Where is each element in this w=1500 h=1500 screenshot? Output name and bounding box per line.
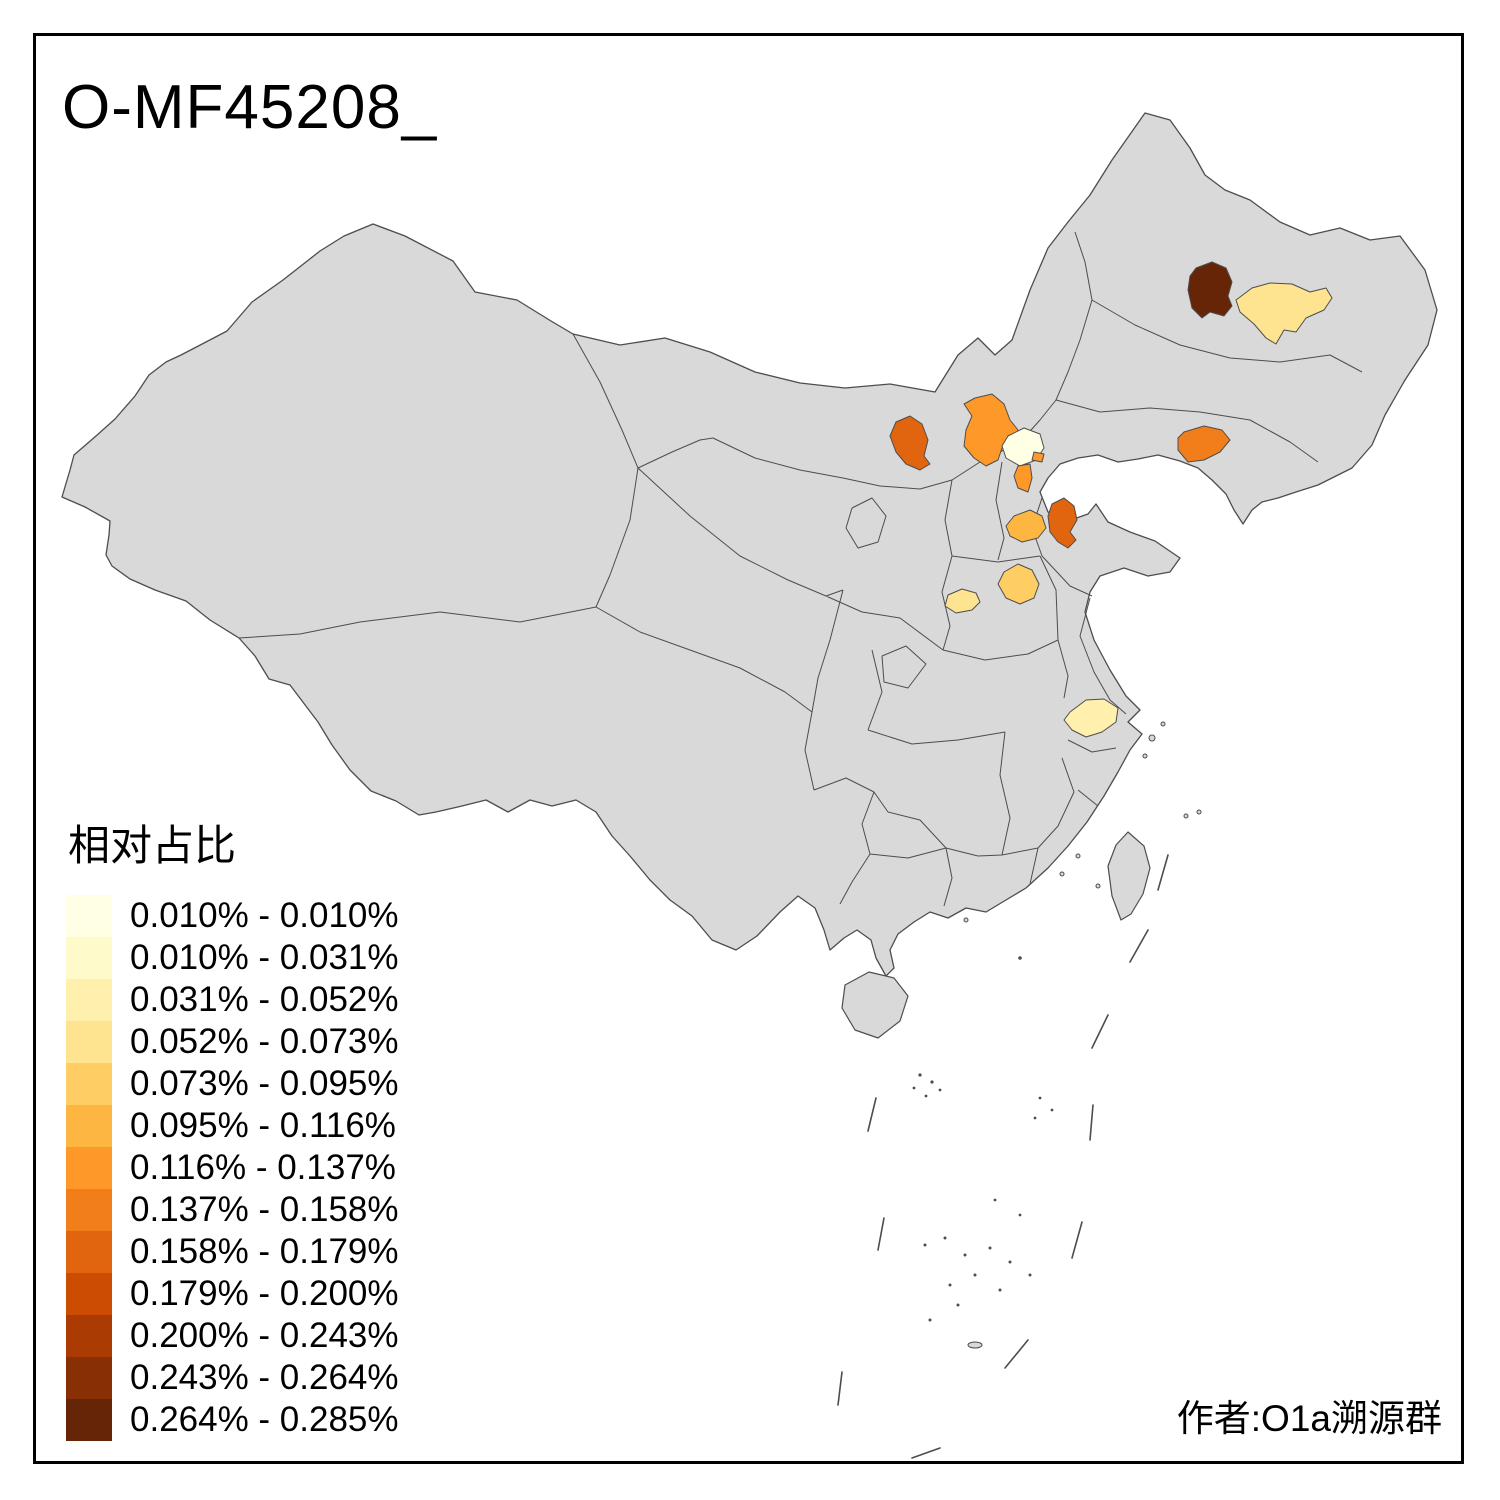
legend-label: 0.031% - 0.052% <box>130 980 399 1019</box>
legend-swatch <box>66 1315 112 1357</box>
region-henan-north <box>997 563 1040 605</box>
coastal-islets <box>963 721 1202 1349</box>
south-china-sea-islets <box>912 956 1054 1322</box>
region-shandong-west <box>1005 509 1047 543</box>
region-tianjin <box>1013 451 1045 493</box>
legend-label: 0.073% - 0.095% <box>130 1064 399 1103</box>
region-shandong-central <box>1047 497 1078 549</box>
legend-swatch <box>66 1021 112 1063</box>
legend-item: 0.116% - 0.137% <box>66 1147 399 1189</box>
province-borders <box>238 231 1363 907</box>
legend-swatch <box>66 1147 112 1189</box>
hainan-island <box>841 971 909 1039</box>
region-heilongjiang-west <box>1187 261 1233 319</box>
legend-label: 0.179% - 0.200% <box>130 1274 399 1313</box>
nine-dash-line <box>837 854 1169 1459</box>
legend-label: 0.137% - 0.158% <box>130 1190 399 1229</box>
highlighted-regions <box>889 261 1333 738</box>
region-heilongjiang-east <box>1235 282 1333 345</box>
legend-item: 0.179% - 0.200% <box>66 1273 399 1315</box>
plot-frame <box>33 33 1464 1464</box>
legend-item: 0.010% - 0.031% <box>66 937 399 979</box>
legend-item: 0.158% - 0.179% <box>66 1231 399 1273</box>
legend-item: 0.073% - 0.095% <box>66 1063 399 1105</box>
legend-label: 0.095% - 0.116% <box>130 1106 396 1145</box>
legend-swatch <box>66 1105 112 1147</box>
region-henan-west <box>944 588 981 614</box>
legend-swatch <box>66 937 112 979</box>
legend-item: 0.264% - 0.285% <box>66 1399 399 1441</box>
page-title: O-MF45208_ <box>62 73 438 142</box>
legend: 相对占比 0.010% - 0.010% 0.010% - 0.031% 0.031… <box>66 812 399 1441</box>
legend-label: 0.158% - 0.179% <box>130 1232 399 1271</box>
legend-item: 0.243% - 0.264% <box>66 1357 399 1399</box>
mainland-outline <box>61 112 1438 977</box>
legend-swatch <box>66 1231 112 1273</box>
legend-item: 0.137% - 0.158% <box>66 1189 399 1231</box>
legend-swatch <box>66 895 112 937</box>
legend-item: 0.095% - 0.116% <box>66 1105 399 1147</box>
legend-label: 0.243% - 0.264% <box>130 1358 399 1397</box>
legend-items: 0.010% - 0.010% 0.010% - 0.031% 0.031% - 0… <box>66 895 399 1441</box>
region-inner-mongolia-central <box>889 415 931 471</box>
legend-label: 0.200% - 0.243% <box>130 1316 399 1355</box>
legend-item: 0.010% - 0.010% <box>66 895 399 937</box>
mainland-group <box>61 112 1438 1349</box>
legend-label: 0.010% - 0.031% <box>130 938 399 977</box>
legend-label: 0.010% - 0.010% <box>130 896 399 935</box>
region-liaoning-south <box>1177 425 1231 463</box>
legend-swatch <box>66 979 112 1021</box>
legend-item: 0.031% - 0.052% <box>66 979 399 1021</box>
attribution-text: 作者:O1a溯源群 <box>1176 1398 1442 1439</box>
legend-item: 0.052% - 0.073% <box>66 1021 399 1063</box>
legend-title: 相对占比 <box>68 822 237 869</box>
legend-swatch <box>66 1399 112 1441</box>
region-hebei-northwest <box>963 393 1019 467</box>
legend-swatch <box>66 1189 112 1231</box>
legend-swatch <box>66 1063 112 1105</box>
legend-label: 0.116% - 0.137% <box>130 1148 396 1187</box>
legend-label: 0.052% - 0.073% <box>130 1022 399 1061</box>
taiwan-island <box>1107 831 1151 921</box>
legend-swatch <box>66 1357 112 1399</box>
legend-item: 0.200% - 0.243% <box>66 1315 399 1357</box>
legend-label: 0.264% - 0.285% <box>130 1400 399 1439</box>
legend-swatch <box>66 1273 112 1315</box>
region-anhui-east <box>1063 698 1119 738</box>
